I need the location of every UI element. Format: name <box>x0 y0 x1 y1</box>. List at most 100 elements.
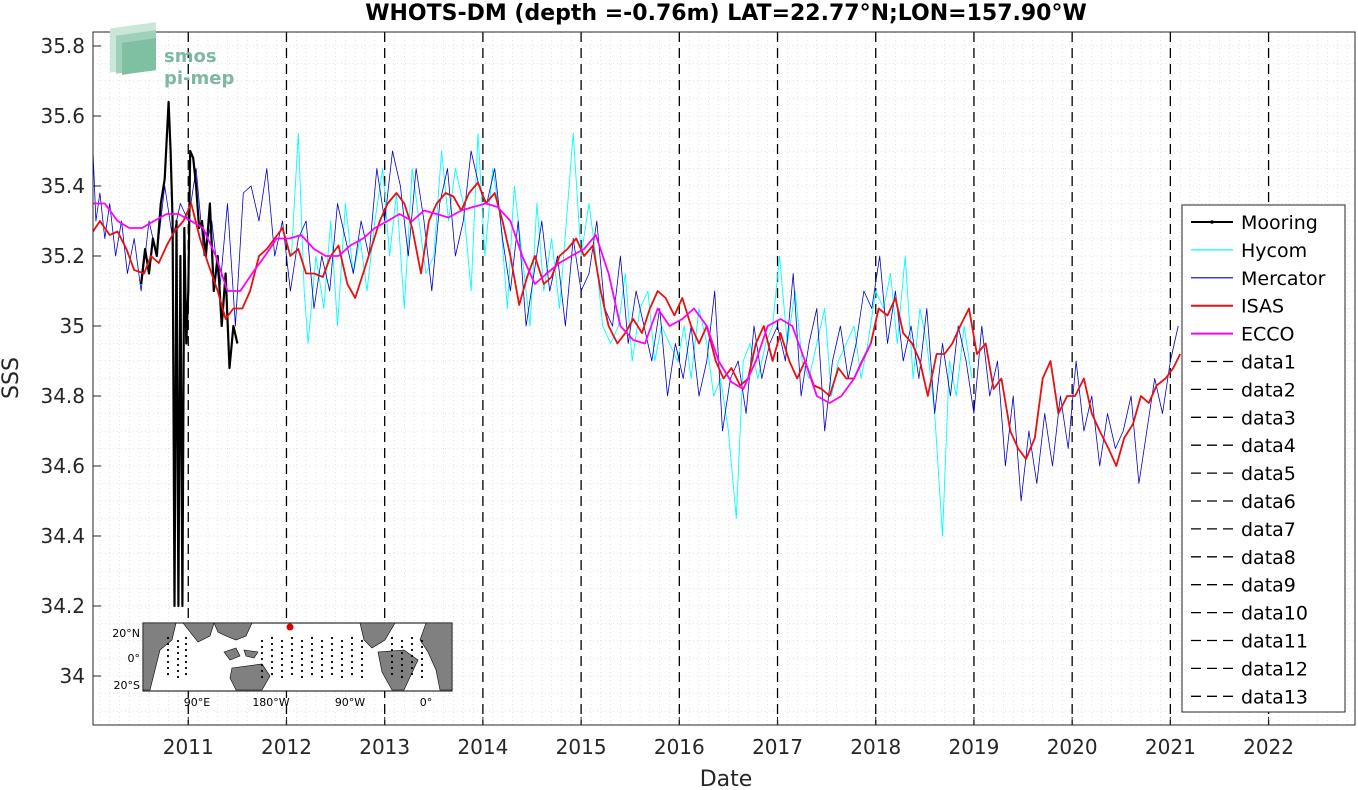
inset-map-buoys <box>166 636 424 679</box>
inset-buoy-dot <box>166 642 170 646</box>
inset-buoy-dot <box>166 648 170 652</box>
inset-buoy-dot <box>270 660 274 664</box>
legend-label: Mercator <box>1241 268 1326 290</box>
inset-buoy-dot <box>350 660 354 664</box>
inset-buoy-dot <box>410 660 414 664</box>
legend-label: ISAS <box>1241 296 1284 318</box>
inset-buoy-dot <box>350 648 354 652</box>
inset-buoy-dot <box>270 648 274 652</box>
inset-buoy-dot <box>400 651 404 655</box>
inset-buoy-dot <box>166 660 170 664</box>
inset-buoy-dot <box>360 651 364 655</box>
legend-label: data9 <box>1241 575 1296 597</box>
legend-label: data10 <box>1241 603 1308 625</box>
inset-land-shape <box>243 649 259 659</box>
inset-buoy-dot <box>350 636 354 640</box>
chart-title: WHOTS-DM (depth =-0.76m) LAT=22.77°N;LON… <box>365 1 1087 26</box>
inset-buoy-dot <box>260 645 264 649</box>
y-tick-label: 35.4 <box>40 174 85 198</box>
inset-buoy-dot <box>166 666 170 670</box>
inset-lon-label-180w: 180°W <box>252 696 289 709</box>
x-tick-label: 2021 <box>1145 735 1196 759</box>
inset-buoy-dot <box>280 651 284 655</box>
inset-buoy-dot <box>400 639 404 643</box>
inset-lat-label-20n: 20°N <box>112 627 140 640</box>
x-tick-label: 2020 <box>1047 735 1098 759</box>
logo-text-line2: pi-mep <box>164 68 234 89</box>
inset-buoy-dot <box>330 642 334 646</box>
inset-buoy-dot <box>290 642 294 646</box>
inset-buoy-dot <box>166 672 170 676</box>
inset-land-shape <box>229 663 271 691</box>
logo-text-line1: smos <box>164 46 217 67</box>
y-axis-ticks: 34 34.2 34.4 34.6 34.8 35 35.2 35.4 35.6 35.8 <box>40 34 101 688</box>
inset-buoy-dot <box>300 639 304 643</box>
inset-buoy-dot <box>410 642 414 646</box>
inset-buoy-dot <box>390 636 394 640</box>
inset-buoy-dot <box>420 639 424 643</box>
inset-buoy-dot <box>280 657 284 661</box>
x-tick-label: 2018 <box>850 735 901 759</box>
legend-label: data12 <box>1241 658 1308 680</box>
legend-label: Mooring <box>1241 212 1318 234</box>
inset-buoy-dot <box>360 663 364 667</box>
inset-buoy-dot <box>320 645 324 649</box>
inset-buoy-dot <box>330 636 334 640</box>
inset-buoy-dot <box>320 651 324 655</box>
inset-buoy-dot <box>420 663 424 667</box>
x-tick-label: 2022 <box>1243 735 1294 759</box>
inset-lat-label-0: 0° <box>128 652 141 665</box>
inset-buoy-dot <box>340 645 344 649</box>
inset-buoy-dot <box>330 672 334 676</box>
inset-buoy-dot <box>184 648 188 652</box>
x-tick-label: 2019 <box>948 735 999 759</box>
inset-buoy-dot <box>340 663 344 667</box>
inset-buoy-dot <box>280 645 284 649</box>
y-tick-label: 35.2 <box>40 244 85 268</box>
inset-buoy-dot <box>420 657 424 661</box>
series-line-ecco <box>93 202 872 404</box>
inset-buoy-dot <box>310 648 314 652</box>
inset-buoy-dot <box>410 654 414 658</box>
inset-buoy-dot <box>260 675 264 679</box>
inset-buoy-dot <box>280 669 284 673</box>
legend-box <box>1181 204 1346 713</box>
inset-buoy-dot <box>390 666 394 670</box>
inset-buoy-dot <box>340 669 344 673</box>
x-tick-label: 2012 <box>261 735 312 759</box>
inset-buoy-dot <box>340 639 344 643</box>
inset-land-shape <box>419 622 453 691</box>
x-tick-label: 2017 <box>752 735 803 759</box>
inset-buoy-dot <box>350 672 354 676</box>
inset-buoy-dot <box>184 666 188 670</box>
inset-buoy-dot <box>310 636 314 640</box>
x-tick-label: 2011 <box>163 735 214 759</box>
inset-buoy-dot <box>270 666 274 670</box>
inset-buoy-dot <box>310 660 314 664</box>
inset-buoy-dot <box>320 639 324 643</box>
y-tick-label: 35.6 <box>40 104 85 128</box>
inset-buoy-dot <box>330 648 334 652</box>
inset-buoy-dot <box>410 672 414 676</box>
legend-label: ECCO <box>1241 324 1295 346</box>
legend-marker <box>1210 220 1214 224</box>
inset-buoy-dot <box>176 663 180 667</box>
inset-buoy-dot <box>320 663 324 667</box>
series-line-isas <box>92 181 1182 467</box>
inset-map: 20°N 0° 20°S 90°E 180°W 90°W 0° <box>112 622 453 709</box>
inset-buoy-dot <box>400 675 404 679</box>
inset-buoy-dot <box>300 645 304 649</box>
inset-map-land <box>142 622 453 691</box>
inset-buoy-dot <box>360 669 364 673</box>
inset-buoy-dot <box>300 657 304 661</box>
inset-buoy-dot <box>350 642 354 646</box>
inset-lon-label-90e: 90°E <box>184 696 210 709</box>
legend: Mooring Hycom Mercator ISAS ECCO data1 data2 da… <box>1181 204 1346 713</box>
inset-buoy-dot <box>184 654 188 658</box>
inset-buoy-dot <box>270 636 274 640</box>
plot-frame <box>92 31 1356 726</box>
series-line-hycom <box>290 133 973 537</box>
inset-buoy-dot <box>300 663 304 667</box>
y-tick-label: 35 <box>60 314 85 338</box>
